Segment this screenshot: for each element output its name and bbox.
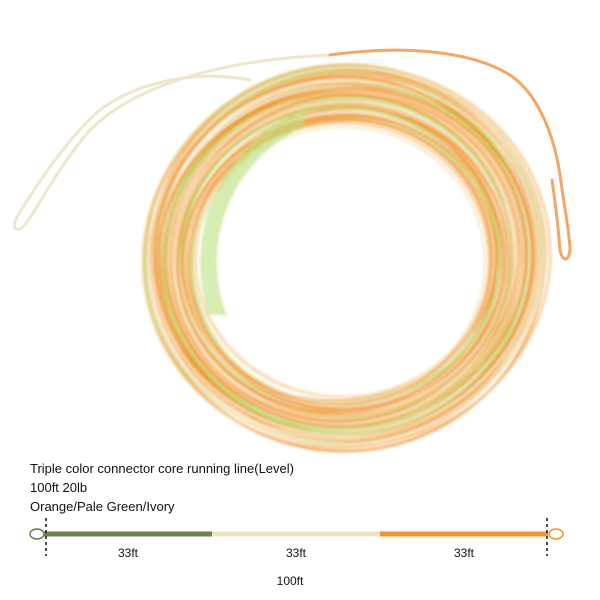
- green-coil-strand: [211, 121, 306, 316]
- coiled-line-photo: [13, 48, 572, 453]
- segment-3-length: 33ft: [453, 546, 474, 560]
- ivory-line-tail: [13, 53, 332, 231]
- coil-ring: [181, 114, 499, 402]
- product-spec: 100ft 20lb: [30, 480, 88, 495]
- green-coil-strand: [206, 115, 306, 316]
- product-colors: Orange/Pale Green/Ivory: [30, 499, 175, 514]
- segment-1-length: 33ft: [117, 546, 138, 560]
- green-coil-strand: [203, 112, 306, 316]
- product-title: Triple color connector core running line…: [30, 461, 294, 476]
- green-coil-strand: [208, 118, 306, 316]
- green-coil-strand: [200, 109, 306, 316]
- right-loop: [548, 528, 564, 540]
- orange-line-tail: [328, 48, 572, 261]
- line-segment-diagram: [29, 518, 564, 556]
- total-length: 100ft: [276, 574, 304, 588]
- line-coil: [141, 63, 552, 453]
- coil-ring: [193, 125, 487, 404]
- green-coil-strand: [214, 124, 306, 316]
- segment-2-length: 33ft: [285, 546, 306, 560]
- left-loop: [29, 528, 45, 540]
- coil-ring: [187, 121, 491, 408]
